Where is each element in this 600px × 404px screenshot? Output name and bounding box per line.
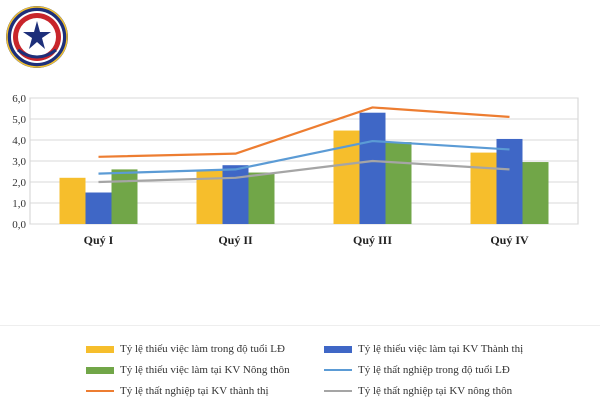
- bar: [222, 165, 249, 224]
- bar: [111, 169, 138, 224]
- series-line: [98, 159, 510, 184]
- bar: [385, 142, 412, 224]
- legend-line: [324, 390, 352, 392]
- legend-swatch: [86, 345, 114, 353]
- legend-item-underemployment-urban: Tỷ lệ thiếu việc làm tại KV Thành thị: [324, 341, 523, 357]
- y-tick-label: 3,0: [12, 156, 26, 168]
- legend-label: Tỷ lệ thất nghiệp tại KV nông thôn: [358, 385, 513, 397]
- bar: [85, 192, 112, 224]
- legend-item-unemployment-total: Tỷ lệ thất nghiệp trong độ tuổi LĐ: [324, 362, 510, 378]
- legend-label: Tỷ lệ thất nghiệp tại KV thành thị: [120, 385, 269, 397]
- legend-item-unemployment-urban: Tỷ lệ thất nghiệp tại KV thành thị: [86, 383, 269, 399]
- x-tick-label: Quý IV: [490, 233, 529, 247]
- legend-label: Tỷ lệ thiếu việc làm tại KV Nông thôn: [120, 364, 290, 376]
- y-tick-label: 6,0: [12, 93, 26, 105]
- x-tick-label: Quý I: [84, 233, 114, 247]
- legend-line: [86, 390, 114, 392]
- x-tick-label: Quý III: [353, 233, 392, 247]
- logo-emblem-icon: [6, 6, 68, 68]
- legend-line: [324, 369, 352, 371]
- series-line: [98, 139, 510, 175]
- y-tick-label: 5,0: [12, 114, 26, 126]
- series-line: [98, 106, 510, 158]
- legend-swatch: [86, 366, 114, 374]
- chart-panel: 0,0 1,0 2,0 3,0 4,0 5,0 6,0 Quý I Quý II Quý III Q…: [0, 82, 600, 397]
- legend-item-underemployment-total: Tỷ lệ thiếu việc làm trong độ tuổi LĐ: [86, 341, 285, 357]
- y-tick-label: 2,0: [12, 177, 26, 189]
- x-tick-label: Quý II: [218, 233, 253, 247]
- bar: [470, 152, 497, 224]
- legend-item-unemployment-rural: Tỷ lệ thất nghiệp tại KV nông thôn: [324, 383, 512, 399]
- y-tick-label: 1,0: [12, 198, 26, 210]
- chart-plot: 0,0 1,0 2,0 3,0 4,0 5,0 6,0 Quý I Quý II Quý III Q…: [12, 93, 579, 247]
- legend-swatch: [324, 345, 352, 353]
- y-tick-label: 4,0: [12, 135, 26, 147]
- chart-legend: Tỷ lệ thiếu việc làm trong độ tuổi LĐ Tỷ…: [80, 338, 550, 404]
- divider: [0, 325, 600, 326]
- bar: [248, 172, 275, 224]
- legend-label: Tỷ lệ thiếu việc làm tại KV Thành thị: [358, 343, 524, 355]
- y-tick-label: 0,0: [12, 219, 26, 231]
- legend-label: Tỷ lệ thất nghiệp trong độ tuổi LĐ: [358, 364, 510, 376]
- bar: [59, 177, 86, 224]
- legend-label: Tỷ lệ thiếu việc làm trong độ tuổi LĐ: [120, 343, 285, 355]
- bar: [359, 112, 386, 224]
- bar: [522, 162, 549, 224]
- bar: [496, 138, 523, 224]
- legend-item-underemployment-rural: Tỷ lệ thiếu việc làm tại KV Nông thôn: [86, 362, 290, 378]
